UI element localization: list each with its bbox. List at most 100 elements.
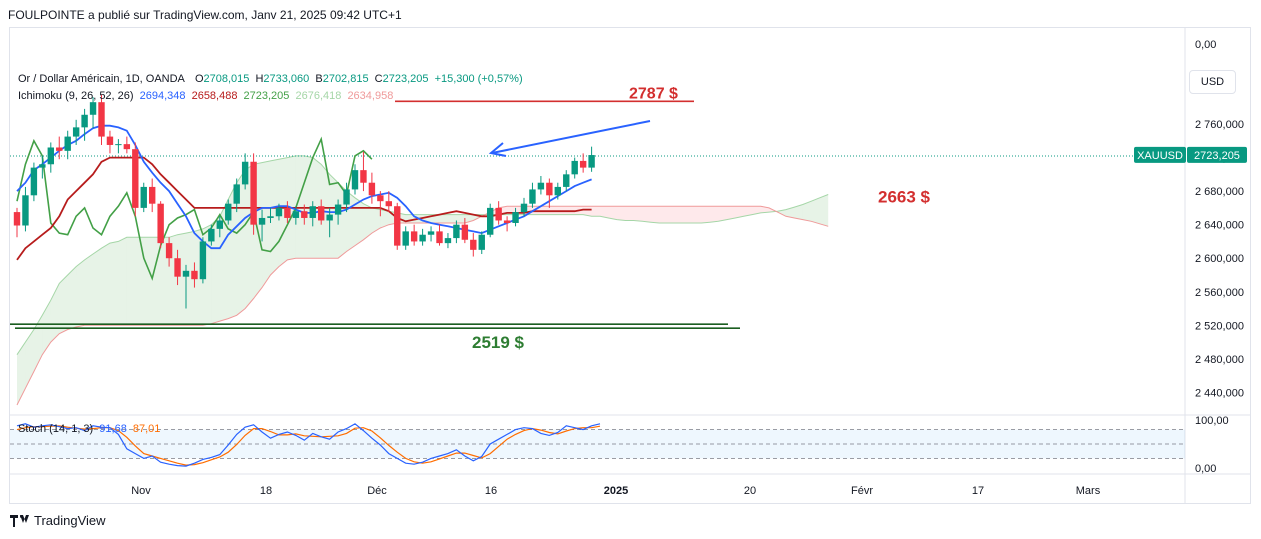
chikou-line (16, 136, 373, 281)
candle-body (56, 147, 63, 151)
candle-body (546, 182, 553, 196)
cloud-segment (726, 206, 736, 220)
level-lines: 2787 $ 2663 $ 2519 $ (10, 85, 1185, 352)
time-tick-label: Déc (367, 485, 387, 497)
candles (13, 94, 595, 309)
candle-body (72, 127, 80, 137)
cloud-segment (380, 209, 389, 229)
cloud-segment (667, 206, 677, 223)
symbol-tag (1134, 146, 1186, 163)
candle-body (410, 231, 418, 242)
candle-body (13, 212, 21, 226)
candle-body (225, 203, 232, 221)
time-tick-label: 20 (744, 485, 756, 497)
ichimoku-label: Ichimoku (9, 26, 52, 26) (18, 90, 134, 102)
cloud-segment (456, 214, 465, 223)
candle-body (81, 114, 88, 128)
cloud-segment (126, 237, 136, 326)
cloud-segment (743, 206, 753, 217)
stoch-k-value: 91,68 (99, 423, 127, 435)
cloud-segment (329, 174, 339, 259)
candle-body (487, 207, 494, 235)
open-value: 2708,015 (203, 73, 250, 85)
cloud-segment (101, 243, 110, 326)
cloud-segment (819, 194, 829, 227)
candle-body (292, 211, 300, 218)
currency-button[interactable]: USD (1189, 70, 1236, 94)
cloud-segment (642, 206, 651, 223)
cloud-segment (25, 329, 34, 389)
cloud-segment (84, 254, 94, 326)
candle-body (250, 161, 257, 225)
tradingview-logo-icon (10, 514, 30, 527)
time-tick-label: Nov (131, 485, 151, 497)
footer-brand: TradingView (10, 513, 106, 528)
candle-body (571, 160, 578, 175)
time-tick-label: 17 (972, 485, 984, 497)
cloud-segment (709, 206, 719, 223)
candle-body (478, 234, 485, 250)
cloud-segment (363, 203, 372, 240)
symbol-title: Or / Dollar Américain, 1D, OANDA (18, 73, 185, 85)
price-tick-label: 2 640,000 (1195, 220, 1244, 232)
cloud-segment (650, 206, 660, 223)
stoch-k-line (16, 423, 601, 467)
tenkan-value: 2694,348 (139, 90, 186, 102)
time-tick-label: 18 (260, 485, 272, 497)
cloud-segment (600, 206, 609, 218)
stoch-pane: 100,00 0,00 (10, 415, 1229, 475)
candle-body (301, 211, 308, 218)
time-tick-label: 2025 (604, 485, 628, 497)
candle-body (537, 182, 545, 190)
candle-body (98, 102, 105, 137)
low-label: B (315, 73, 323, 85)
cloud-segment (76, 259, 85, 328)
cloud-segment (684, 206, 693, 223)
price-tick-label: 2 760,000 (1195, 119, 1244, 131)
candle-body (427, 231, 435, 235)
symbol-legend: Or / Dollar Américain, 1D, OANDA O2708,0… (18, 73, 526, 85)
candle-body (284, 207, 291, 218)
cloud-segment (591, 206, 601, 217)
candle-body (241, 161, 249, 185)
stoch-d-value: 87,01 (132, 423, 161, 435)
stoch-band (10, 429, 1185, 459)
candle-body (394, 206, 401, 246)
chikou-value: 2723,205 (243, 90, 290, 102)
candle-body (115, 144, 122, 146)
cloud-segment (270, 159, 279, 275)
price-tick-label: 2 560,000 (1195, 287, 1244, 299)
cloud-segment (616, 206, 626, 221)
candle-body (318, 206, 325, 221)
candle-body (123, 144, 131, 150)
candle-body (334, 204, 342, 215)
span-b-line (16, 205, 829, 406)
candle-body (554, 186, 561, 196)
candle-body (360, 170, 367, 183)
candle-body (461, 224, 469, 240)
publish-header: FOULPOINTE a publié sur TradingView.com,… (8, 8, 402, 22)
candle-body (368, 182, 376, 196)
candle-body (191, 270, 198, 280)
cloud-segment (659, 206, 668, 223)
cloud-segment (278, 157, 288, 267)
cloud-segment (177, 233, 186, 326)
arrow-head-icon (488, 142, 507, 157)
time-axis: Nov 18 Déc 16 2025 20 Févr 17 Mars (131, 485, 1100, 497)
price-tick-label: 2 680,000 (1195, 186, 1244, 198)
cloud-segment (109, 241, 119, 326)
cloud-segment (371, 207, 381, 234)
cloud-segment (143, 237, 153, 326)
kijun-value: 2658,488 (191, 90, 238, 102)
cloud-segment (59, 275, 68, 334)
candle-body (377, 195, 384, 202)
cloud-segment (633, 206, 643, 222)
candle-body (149, 186, 156, 204)
cloud-segment (735, 206, 744, 218)
stoch-legend: Stoch (14, 1, 3) 91,68 87,01 (18, 423, 163, 435)
symbol-tag-label: XAUUSD (1137, 150, 1183, 162)
cloud-segment (67, 266, 77, 330)
candle-body (275, 207, 283, 217)
candle-body (579, 160, 587, 168)
